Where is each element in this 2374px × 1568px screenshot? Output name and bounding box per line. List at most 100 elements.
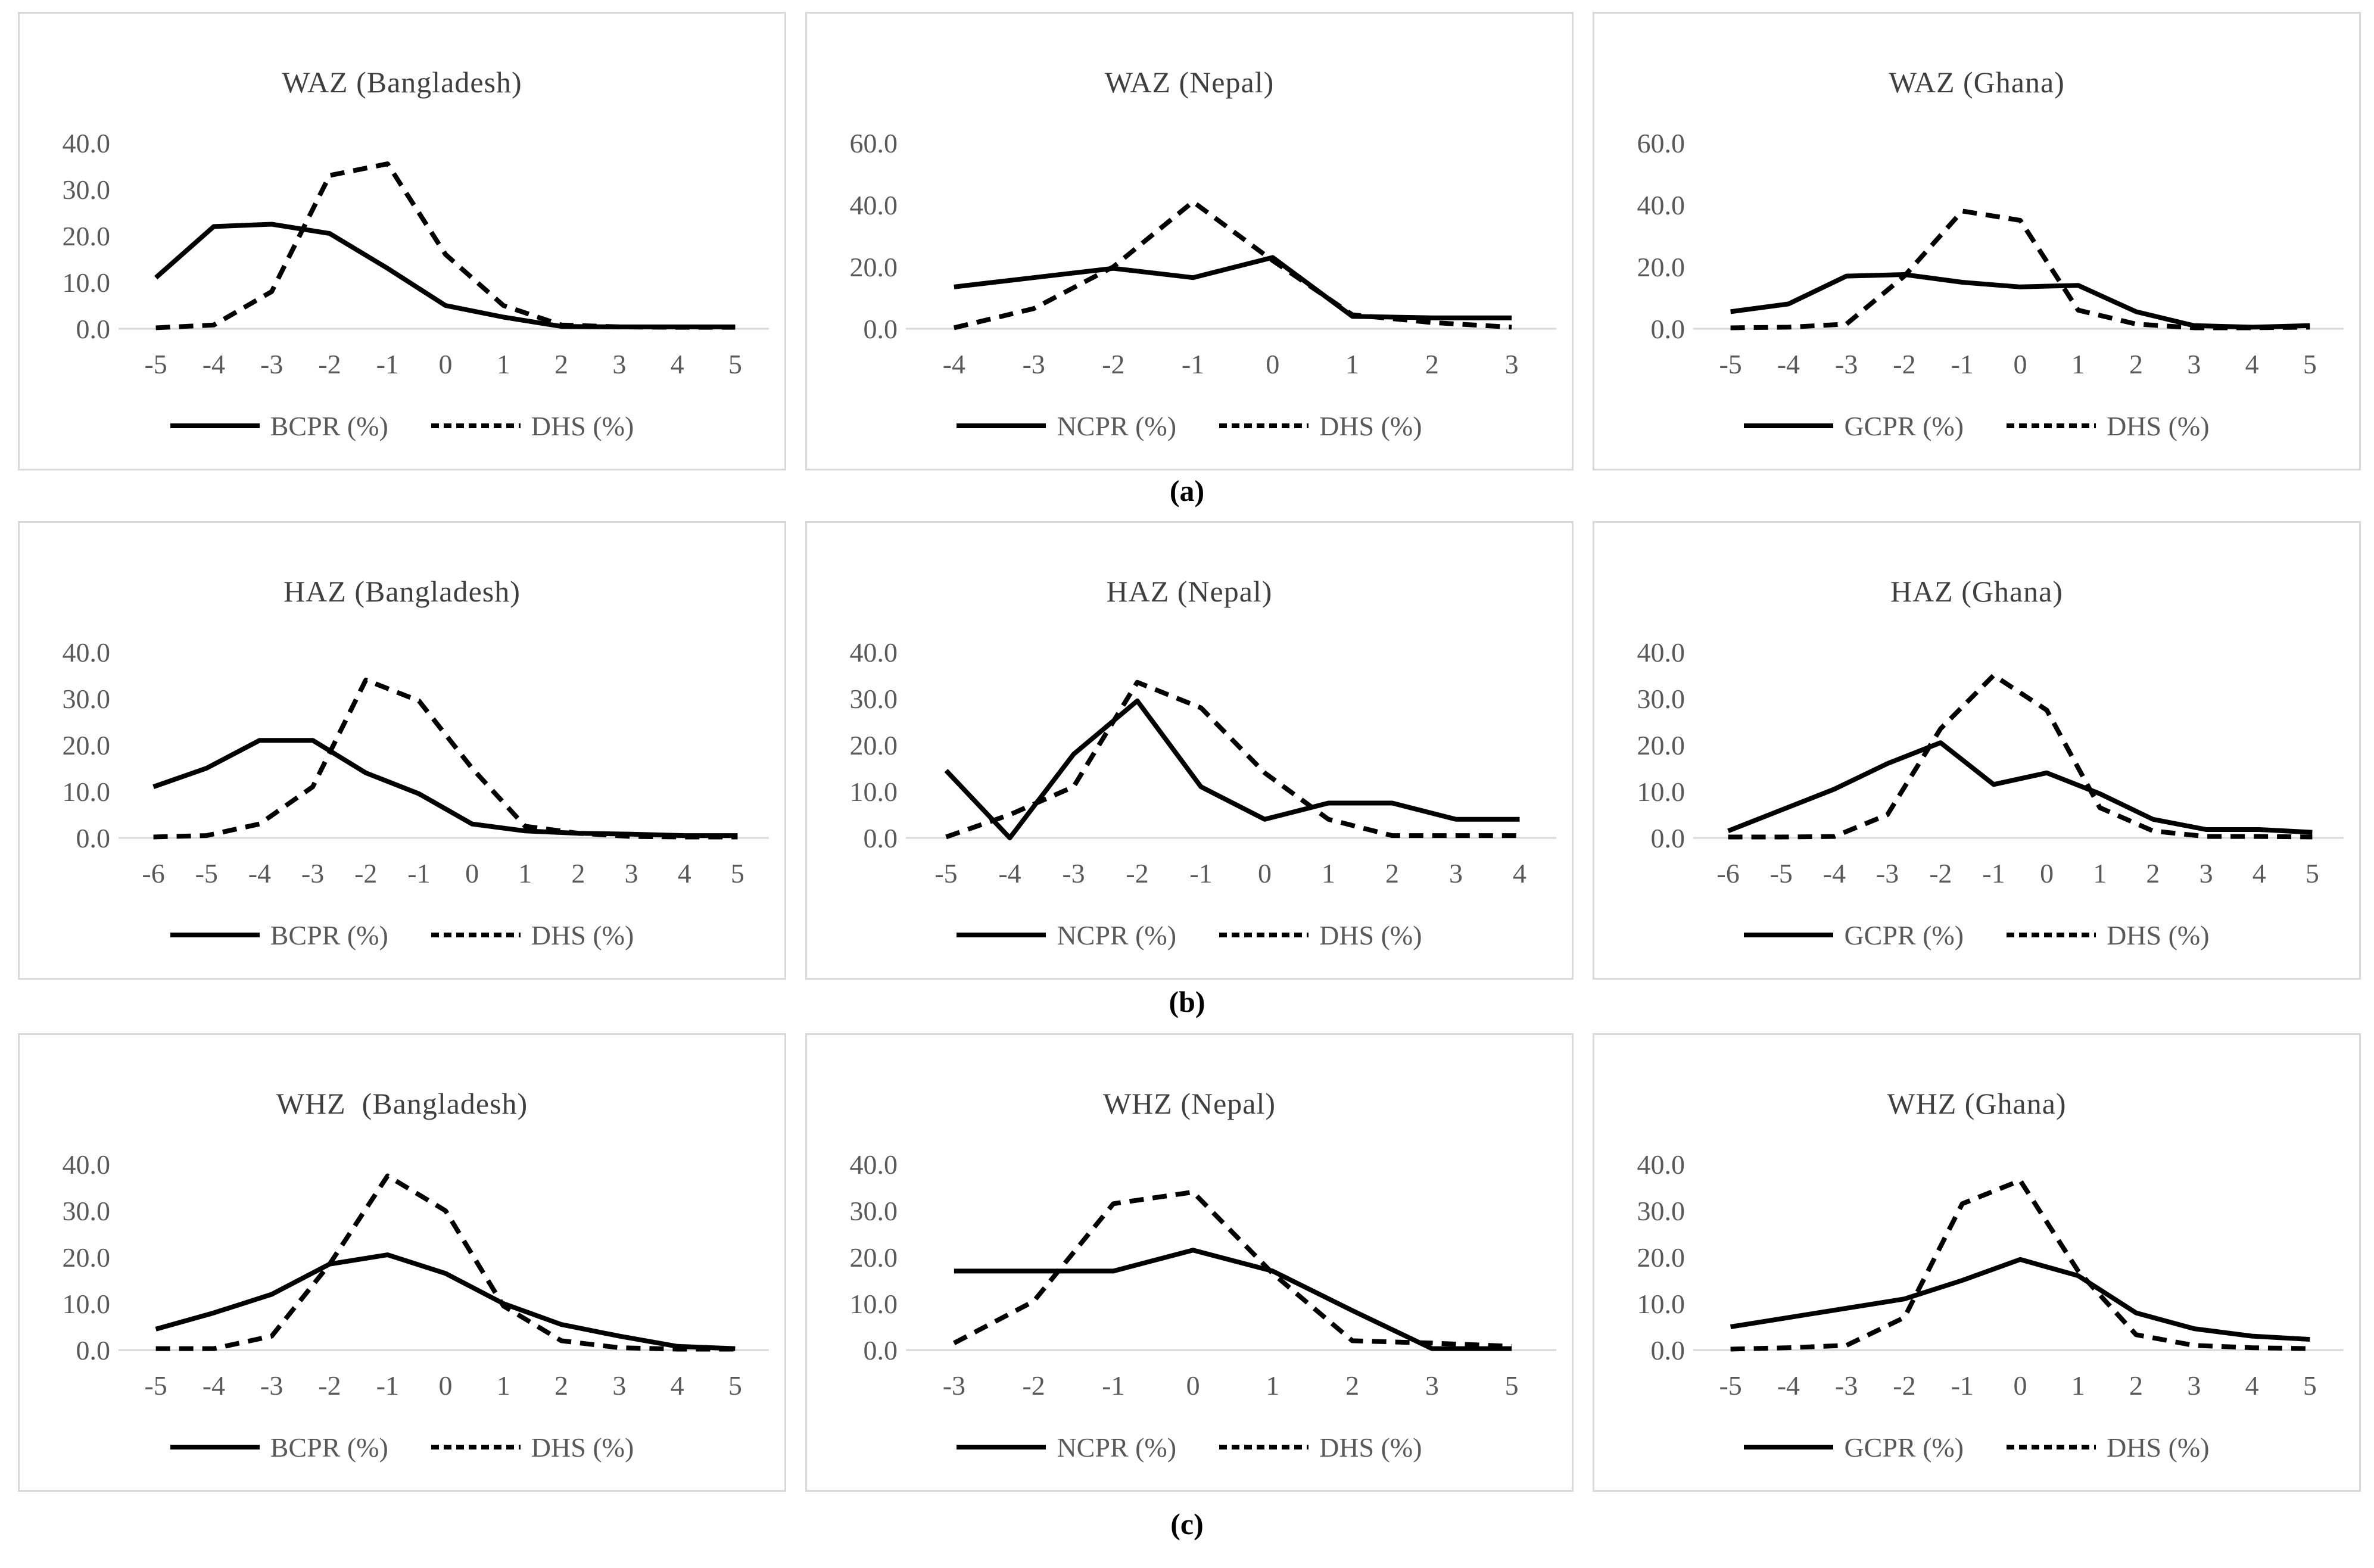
x-tick-label: -2 <box>1102 349 1124 379</box>
chart-legend: BCPR (%) DHS (%) <box>20 402 784 450</box>
x-tick-label: 2 <box>1425 349 1439 379</box>
x-tick-label: -5 <box>1719 1370 1741 1401</box>
legend-dashed-swatch <box>1219 933 1309 937</box>
x-tick-label: -2 <box>1022 1370 1045 1401</box>
line-chart: 0.0 10.0 20.0 30.0 40.0 -5 -4 -3 -2 -1 0 1 2 3 4 5 <box>63 128 769 379</box>
x-tick-label: -6 <box>1716 858 1739 889</box>
y-tick-label: 10.0 <box>63 777 111 807</box>
x-tick-label: -1 <box>376 1370 399 1401</box>
y-tick-label: 30.0 <box>850 1196 898 1226</box>
legend-label: GCPR (%) <box>1844 1432 1964 1463</box>
solid-series-line <box>954 255 1512 320</box>
x-tick-label: 4 <box>2245 349 2259 379</box>
chart-panel-whz-bangladesh: 0.0 10.0 20.0 30.0 40.0 -5 -4 -3 -2 -1 0 1 2 3 4 5 WHZ … <box>18 1033 786 1492</box>
y-tick-label: 40.0 <box>850 1149 898 1180</box>
x-tick-label: -4 <box>1777 1370 1800 1401</box>
x-tick-label: -3 <box>943 1370 965 1401</box>
legend-label: DHS (%) <box>531 1432 634 1463</box>
x-tick-label: 2 <box>571 858 585 889</box>
legend-solid-swatch <box>957 1445 1046 1449</box>
y-tick-label: 40.0 <box>63 1149 111 1180</box>
y-tick-label: 20.0 <box>63 221 111 251</box>
x-tick-label: -5 <box>1770 858 1793 889</box>
x-tick-label: 0 <box>439 349 453 379</box>
chart-title: WHZ (Bangladesh) <box>276 1087 528 1120</box>
chart-title: WAZ (Nepal) <box>1104 66 1275 99</box>
x-tick-label: -2 <box>1929 858 1952 889</box>
x-tick-label: -1 <box>1982 858 2005 889</box>
x-tick-label: 2 <box>2129 1370 2143 1401</box>
legend-label: NCPR (%) <box>1057 1432 1177 1463</box>
legend-label: GCPR (%) <box>1844 410 1964 441</box>
x-tick-label: 4 <box>1513 858 1526 889</box>
line-chart: 0.0 20.0 40.0 60.0 -4 -3 -2 -1 0 1 2 3 <box>850 128 1556 379</box>
dashed-series-line <box>945 679 1520 840</box>
y-tick-label: 30.0 <box>63 1196 111 1226</box>
x-tick-label: 4 <box>678 858 691 889</box>
chart-panel-waz-ghana: 0.0 20.0 40.0 60.0 -5 -4 -3 -2 -1 0 1 2 3 4 5 WAZ (Gha… <box>1593 12 2361 470</box>
y-tick-label: 40.0 <box>850 190 898 220</box>
legend-dashed-swatch <box>2007 1445 2096 1449</box>
x-tick-label: -2 <box>354 858 377 889</box>
dashed-series-line <box>953 1189 1512 1349</box>
legend-dashed-swatch <box>1219 1445 1309 1449</box>
x-tick-label: 1 <box>2071 349 2085 379</box>
chart-legend: GCPR (%) DHS (%) <box>1594 402 2359 450</box>
y-tick-label: 40.0 <box>63 128 111 158</box>
section-label-b: (b) <box>1169 985 1205 1018</box>
legend-dashed-swatch <box>2007 423 2096 428</box>
dashed-series-line <box>1728 673 2313 840</box>
y-tick-label: 30.0 <box>1637 1196 1686 1226</box>
legend-dashed-swatch <box>431 1445 521 1449</box>
x-tick-label: 1 <box>1266 1370 1279 1401</box>
y-tick-label: 40.0 <box>63 637 111 668</box>
x-tick-label: -3 <box>1022 349 1045 379</box>
chart-panel-waz-nepal: 0.0 20.0 40.0 60.0 -4 -3 -2 -1 0 1 2 3 WAZ (Nepal) … <box>805 12 1574 470</box>
y-tick-label: 10.0 <box>63 1289 111 1319</box>
x-tick-label: 4 <box>2245 1370 2259 1401</box>
x-tick-label: -1 <box>1189 858 1212 889</box>
solid-series-line <box>944 698 1520 840</box>
x-tick-label: -4 <box>202 1370 225 1401</box>
y-tick-label: 20.0 <box>850 252 898 282</box>
y-tick-label: 30.0 <box>63 174 111 205</box>
x-tick-label: 3 <box>1505 349 1519 379</box>
x-tick-label: -1 <box>1182 349 1204 379</box>
y-tick-label: 0.0 <box>1651 823 1686 853</box>
chart-title: WAZ (Bangladesh) <box>282 66 522 99</box>
chart-legend: NCPR (%) DHS (%) <box>807 402 1572 450</box>
legend-label: DHS (%) <box>1319 919 1422 950</box>
x-tick-label: 0 <box>1258 858 1272 889</box>
y-tick-label: 30.0 <box>63 684 111 714</box>
chart-title: HAZ (Bangladesh) <box>283 575 521 608</box>
x-tick-label: 5 <box>2306 858 2319 889</box>
x-tick-label: 1 <box>497 1370 510 1401</box>
chart-legend: BCPR (%) DHS (%) <box>20 911 784 959</box>
y-tick-label: 20.0 <box>850 730 898 760</box>
x-tick-label: -2 <box>1893 1370 1915 1401</box>
x-tick-label: 4 <box>671 349 684 379</box>
legend-label: DHS (%) <box>2107 1432 2210 1463</box>
y-tick-label: 40.0 <box>1637 637 1686 668</box>
x-tick-label: -5 <box>144 349 167 379</box>
x-tick-label: -1 <box>1951 1370 1974 1401</box>
x-tick-label: 3 <box>2187 349 2201 379</box>
chart-title: WHZ (Nepal) <box>1102 1087 1276 1120</box>
solid-series-line <box>1727 740 2313 835</box>
x-tick-label: 0 <box>2040 858 2054 889</box>
x-tick-label: 4 <box>2253 858 2266 889</box>
y-tick-label: 60.0 <box>1637 128 1686 158</box>
x-tick-label: 1 <box>2093 858 2107 889</box>
y-tick-label: 20.0 <box>1637 1242 1686 1273</box>
x-tick-label: 2 <box>554 1370 568 1401</box>
x-tick-label: 1 <box>1345 349 1359 379</box>
dashed-series-line <box>953 199 1512 331</box>
line-chart: 0.0 10.0 20.0 30.0 40.0 -6 -5 -4 -3 -2 -1 0 1 2 3 4 5 <box>1637 637 2344 889</box>
y-tick-label: 0.0 <box>1651 1335 1686 1366</box>
legend-solid-swatch <box>957 423 1046 428</box>
x-tick-label: -4 <box>998 858 1021 889</box>
dashed-series-line <box>1730 208 2310 331</box>
legend-solid-swatch <box>1744 423 1834 428</box>
y-tick-label: 0.0 <box>864 823 898 853</box>
